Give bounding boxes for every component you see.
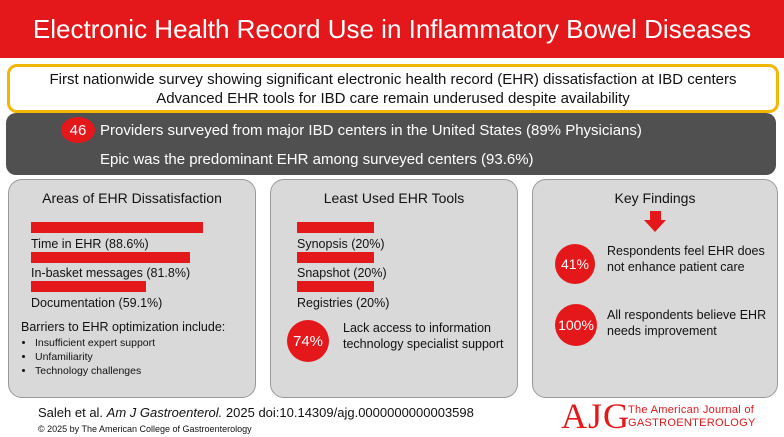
barrier-item: Technology challenges — [35, 364, 251, 378]
citation-journal: Am J Gastroenterol. — [106, 405, 223, 420]
page-title-text: Electronic Health Record Use in Inflamma… — [32, 13, 752, 44]
barrier-item: Unfamiliarity — [35, 350, 251, 364]
epic-text: Epic was the predominant EHR among surve… — [100, 151, 534, 168]
survey-count-badge: 46 — [61, 117, 95, 143]
dissatisfaction-bar-documentation — [31, 281, 146, 292]
least-used-label-snapshot: Snapshot (20%) — [297, 266, 387, 280]
finding-1-badge: 41% — [555, 244, 595, 284]
finding-2-badge: 100% — [555, 304, 597, 346]
least-used-label-registries: Registries (20%) — [297, 296, 390, 310]
dissatisfaction-bar-time — [31, 222, 203, 233]
finding-1-text: Respondents feel EHR does not enhance pa… — [607, 244, 765, 274]
least-used-panel: Least Used EHR Tools Synopsis (20%) Snap… — [270, 179, 518, 398]
providers-text: Providers surveyed from major IBD center… — [100, 122, 642, 139]
journal-name-line-1: The American Journal of — [628, 404, 755, 416]
dissatisfaction-bar-inbasket — [31, 252, 190, 263]
dissatisfaction-label-time: Time in EHR (88.6%) — [31, 237, 149, 251]
it-support-stat-badge: 74% — [287, 320, 329, 362]
highlights-box: First nationwide survey showing signific… — [7, 64, 779, 113]
ajg-logo: AJG — [561, 396, 631, 436]
dissatisfaction-panel: Areas of EHR Dissatisfaction Time in EHR… — [8, 179, 256, 398]
survey-count: 46 — [69, 121, 87, 139]
highlight-line-1: First nationwide survey showing signific… — [49, 70, 737, 88]
journal-name: The American Journal of GASTROENTEROLOGY — [628, 404, 756, 430]
dissatisfaction-label-documentation: Documentation (59.1%) — [31, 296, 163, 310]
highlight-line-2: Advanced EHR tools for IBD care remain u… — [156, 89, 630, 107]
arrow-down-icon — [644, 211, 666, 232]
journal-name-line-2: GASTROENTEROLOGY — [628, 417, 756, 429]
finding-2-value: 100% — [558, 317, 594, 333]
finding-2-text: All respondents believe EHR needs improv… — [607, 308, 767, 338]
dissatisfaction-label-inbasket: In-basket messages (81.8%) — [31, 266, 191, 280]
citation-authors: Saleh et al. — [38, 405, 104, 420]
barriers-block: Barriers to EHR optimization include: In… — [21, 320, 251, 378]
least-used-label-synopsis: Synopsis (20%) — [297, 237, 385, 251]
barriers-list: Insufficient expert support Unfamiliarit… — [21, 336, 251, 378]
citation: Saleh et al. Am J Gastroenterol. 2025 do… — [38, 405, 474, 420]
key-findings-title: Key Findings — [614, 190, 696, 206]
least-used-title: Least Used EHR Tools — [323, 190, 465, 206]
dissatisfaction-title: Areas of EHR Dissatisfaction — [42, 190, 222, 206]
finding-1-value: 41% — [560, 256, 590, 272]
least-used-bar-synopsis — [297, 222, 374, 233]
key-findings-panel: Key Findings 41% Respondents feel EHR do… — [532, 179, 778, 398]
it-support-stat-value: 74% — [292, 332, 324, 350]
it-support-stat-text: Lack access to information technology sp… — [343, 321, 504, 351]
least-used-bar-snapshot — [297, 252, 374, 263]
barrier-item: Insufficient expert support — [35, 336, 251, 350]
least-used-bar-registries — [297, 281, 374, 292]
page-title: Electronic Health Record Use in Inflamma… — [0, 0, 784, 58]
survey-band: 46 Providers surveyed from major IBD cen… — [6, 113, 776, 175]
barriers-title: Barriers to EHR optimization include: — [21, 320, 226, 334]
copyright: © 2025 by The American College of Gastro… — [38, 424, 252, 434]
citation-details: 2025 doi:10.14309/ajg.0000000000003598 — [225, 405, 474, 420]
